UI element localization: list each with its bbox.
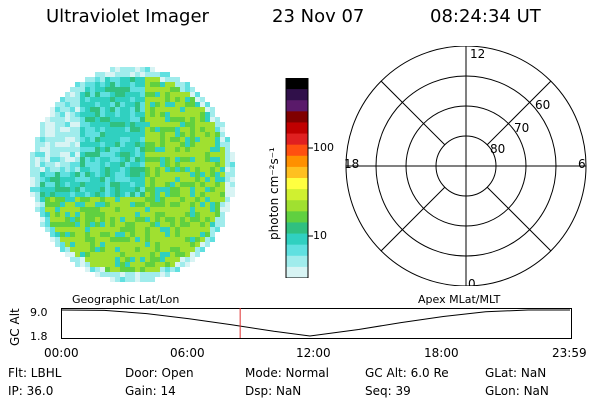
colorbar-swatch [286, 244, 308, 257]
colorbar-swatch [286, 122, 308, 135]
gc-ytick-top: 9.0 [30, 306, 48, 319]
polar-lat-70: 70 [514, 121, 529, 135]
colorbar-swatch [286, 133, 308, 146]
colorbar-swatch [286, 200, 308, 212]
colorbar-swatch [286, 222, 308, 235]
status-mode: Mode: Normal [245, 366, 329, 380]
colorbar-tick-10: 10 [313, 229, 327, 242]
polar-label-right: 6 [578, 157, 586, 171]
colorbar-swatch [286, 111, 308, 123]
colorbar-swatch [286, 233, 308, 246]
colorbar-swatch [286, 155, 308, 168]
date-label: 23 Nov 07 [272, 6, 365, 27]
gc-alt-plot [61, 308, 572, 339]
polar-lat-60: 60 [535, 98, 550, 112]
gc-xtick-4: 23:59 [552, 346, 587, 360]
gc-right-caption: Apex MLat/MLT [418, 293, 501, 306]
colorbar-swatch [286, 189, 308, 201]
colorbar-swatch [286, 255, 308, 268]
colorbar-swatch [286, 178, 308, 190]
gc-xtick-3: 18:00 [424, 346, 459, 360]
polar-label-left: 18 [344, 157, 359, 171]
status-door: Door: Open [125, 366, 194, 380]
gc-left-caption: Geographic Lat/Lon [72, 293, 180, 306]
status-gain: Gain: 14 [125, 384, 176, 398]
colorbar-swatch [286, 100, 308, 112]
polar-lat-80: 80 [490, 142, 505, 156]
gc-alt-curve [61, 309, 570, 337]
gc-ytick-bottom: 1.8 [30, 330, 48, 343]
colorbar [285, 78, 313, 278]
colorbar-swatch [286, 144, 308, 157]
uv-auroral-image [30, 67, 235, 282]
status-glat: GLat: NaN [485, 366, 547, 380]
gc-xtick-0: 00:00 [44, 346, 79, 360]
gc-ylabel: GC Alt [8, 308, 22, 346]
polar-grid: 12 18 6 0 60 70 80 [344, 46, 587, 286]
gc-xtick-1: 06:00 [170, 346, 205, 360]
time-label: 08:24:34 UT [430, 6, 541, 27]
colorbar-swatch [286, 211, 308, 223]
colorbar-swatch [286, 89, 308, 101]
instrument-title: Ultraviolet Imager [46, 6, 209, 27]
colorbar-unit-label: photon cm⁻²s⁻¹ [267, 147, 281, 240]
gc-xtick-2: 12:00 [296, 346, 331, 360]
status-flt: Flt: LBHL [8, 366, 62, 380]
colorbar-swatch [286, 78, 308, 90]
colorbar-swatch [286, 266, 308, 278]
status-gc-alt: GC Alt: 6.0 Re [365, 366, 449, 380]
status-seq: Seq: 39 [365, 384, 411, 398]
colorbar-swatch [286, 166, 308, 179]
polar-label-bottom: 0 [468, 277, 476, 286]
status-dsp: Dsp: NaN [245, 384, 302, 398]
polar-label-top: 12 [470, 47, 485, 61]
status-glon: GLon: NaN [485, 384, 549, 398]
colorbar-tick-100: 100 [313, 141, 334, 154]
status-ip: IP: 36.0 [8, 384, 54, 398]
